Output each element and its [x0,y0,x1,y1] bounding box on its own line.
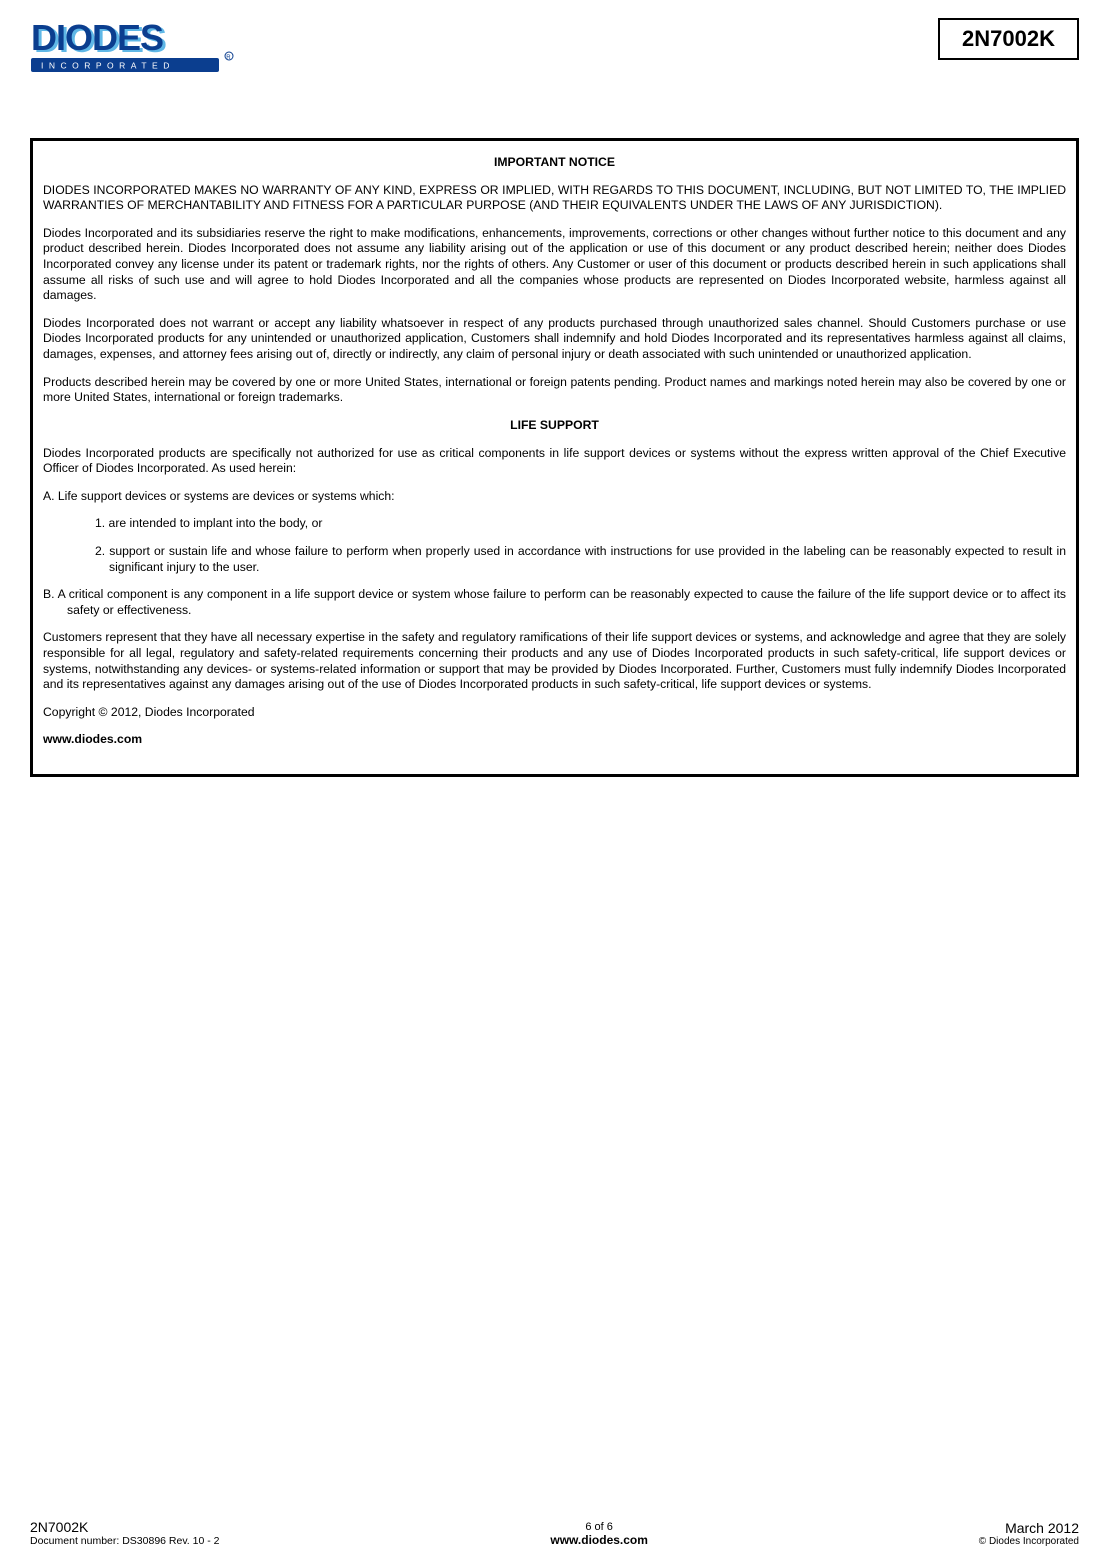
footer-document-number: Document number: DS30896 Rev. 10 - 2 [30,1535,220,1547]
diodes-logo: DIODES DIODES R INCORPORATED [30,18,240,78]
svg-text:INCORPORATED: INCORPORATED [41,61,175,71]
footer-copyright: © Diodes Incorporated [979,1536,1079,1547]
notice-paragraph-2: Diodes Incorporated and its subsidiaries… [43,226,1066,304]
datasheet-page: DIODES DIODES R INCORPORATED 2N7002K IMP… [0,0,1109,1557]
page-header: DIODES DIODES R INCORPORATED 2N7002K [30,18,1079,78]
page-footer: 2N7002K Document number: DS30896 Rev. 10… [30,1519,1079,1547]
sub-item-a1: 1. are intended to implant into the body… [95,516,1066,532]
footer-left: 2N7002K Document number: DS30896 Rev. 10… [30,1519,220,1547]
customers-paragraph: Customers represent that they have all n… [43,630,1066,692]
part-number-box: 2N7002K [938,18,1079,60]
notice-paragraph-1: DIODES INCORPORATED MAKES NO WARRANTY OF… [43,183,1066,214]
list-item-b: B. A critical component is any component… [43,587,1066,618]
life-support-title: LIFE SUPPORT [43,418,1066,434]
svg-text:R: R [226,55,231,61]
notice-title: IMPORTANT NOTICE [43,155,1066,171]
notice-paragraph-3: Diodes Incorporated does not warrant or … [43,316,1066,363]
part-number-text: 2N7002K [962,26,1055,51]
important-notice-box: IMPORTANT NOTICE DIODES INCORPORATED MAK… [30,138,1079,777]
footer-right: March 2012 © Diodes Incorporated [979,1520,1079,1547]
life-support-intro: Diodes Incorporated products are specifi… [43,446,1066,477]
sub-list-a1: 1. are intended to implant into the body… [43,516,1066,575]
footer-part-number: 2N7002K [30,1519,220,1535]
copyright-line: Copyright © 2012, Diodes Incorporated [43,705,1066,721]
footer-center: 6 of 6 www.diodes.com [550,1521,648,1547]
notice-paragraph-4: Products described herein may be covered… [43,375,1066,406]
list-item-a: A. Life support devices or systems are d… [43,489,1066,505]
sub-item-a2: 2. support or sustain life and whose fai… [95,544,1066,575]
website-line: www.diodes.com [43,732,1066,748]
footer-page-count: 6 of 6 [550,1521,648,1533]
footer-date: March 2012 [979,1520,1079,1536]
footer-website: www.diodes.com [550,1533,648,1547]
svg-text:DIODES: DIODES [31,18,163,58]
